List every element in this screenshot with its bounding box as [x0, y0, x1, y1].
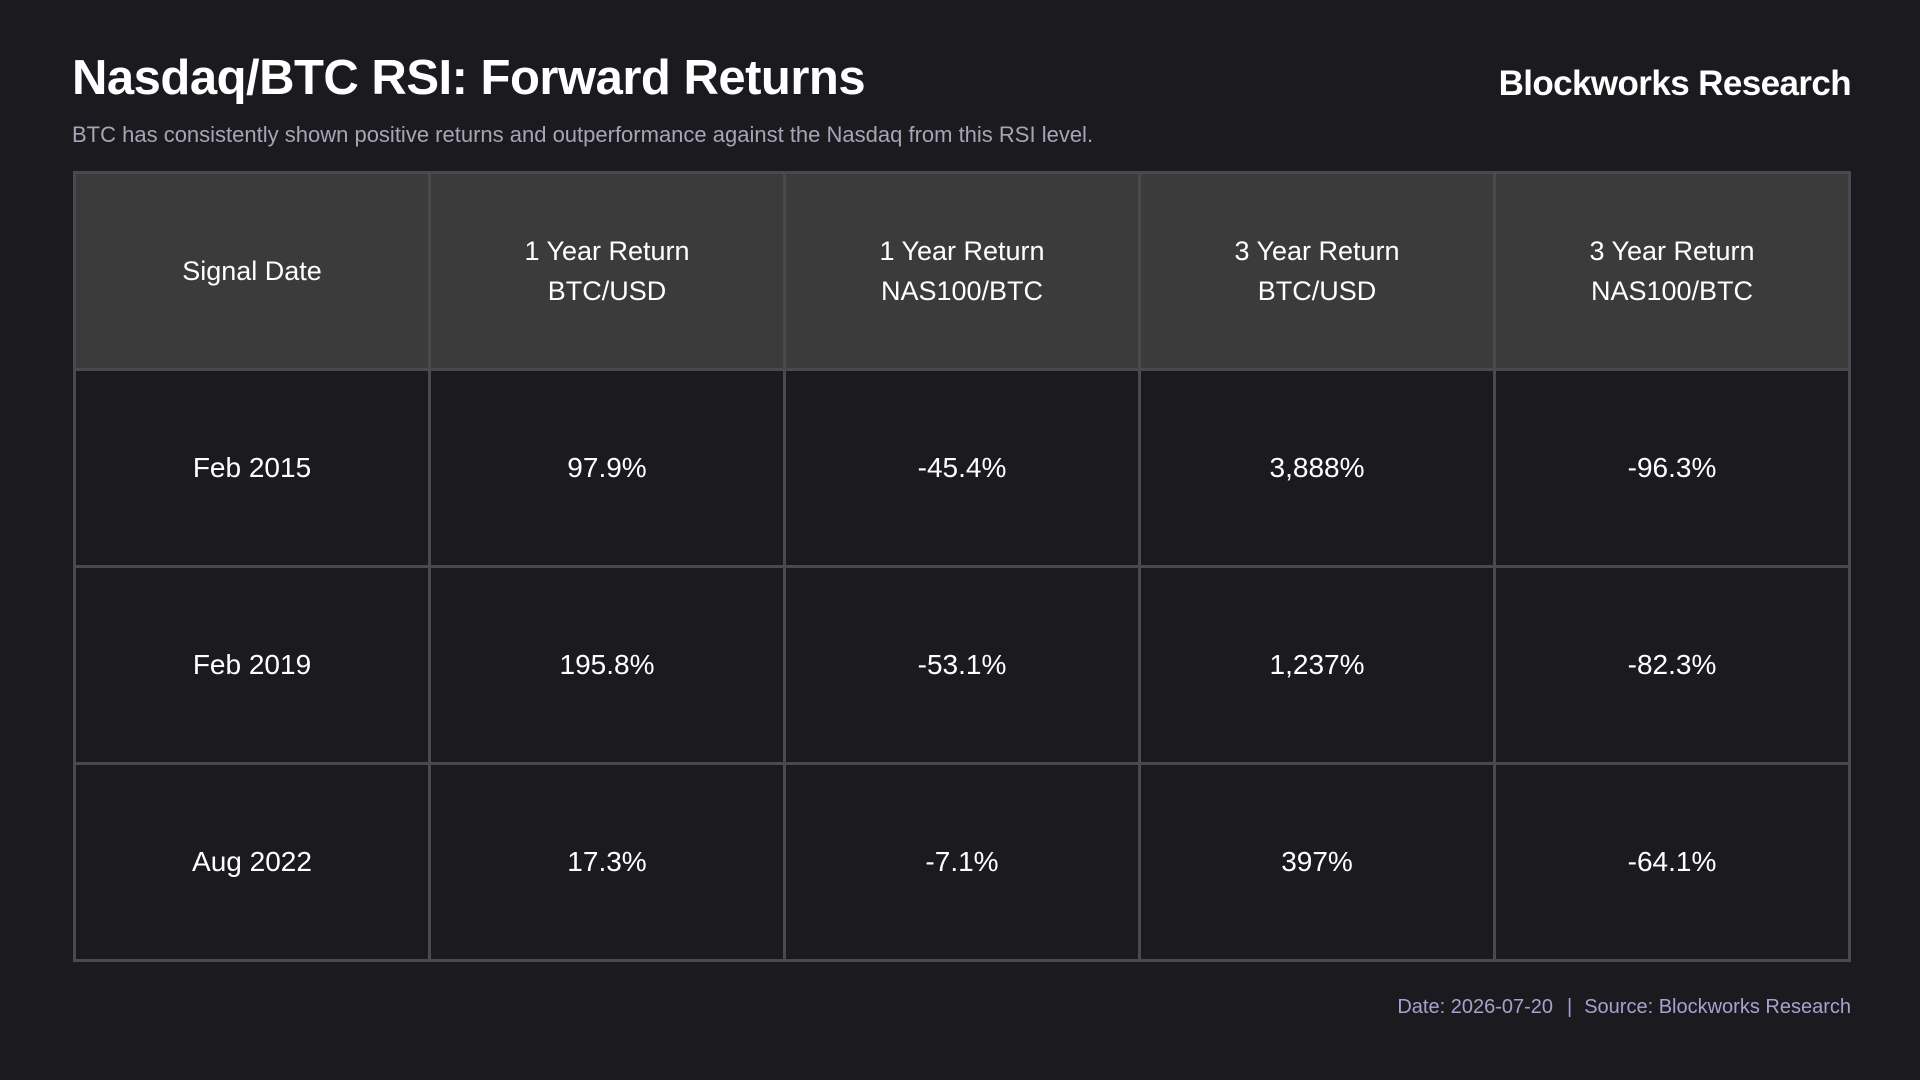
col-header-3y-btc-usd: 3 Year Return BTC/USD — [1138, 171, 1496, 371]
col-header-1y-nas-btc: 1 Year Return NAS100/BTC — [783, 171, 1141, 371]
col-header-line1: 3 Year Return — [1589, 236, 1755, 266]
returns-table: Signal Date 1 Year Return BTC/USD 1 Year… — [73, 171, 1851, 962]
table-cell: 3,888% — [1138, 368, 1496, 568]
col-header-line2: BTC/USD — [1257, 276, 1377, 306]
table-cell: -96.3% — [1493, 368, 1851, 568]
table-cell: -7.1% — [783, 762, 1141, 962]
col-header-line2: NAS100/BTC — [1590, 276, 1754, 306]
table-cell: 397% — [1138, 762, 1496, 962]
col-header-line1: 1 Year Return — [879, 236, 1045, 266]
col-header-1y-btc-usd: 1 Year Return BTC/USD — [428, 171, 786, 371]
col-header-line1: Signal Date — [182, 256, 322, 286]
footer-separator: | — [1567, 996, 1573, 1018]
table-cell: 17.3% — [428, 762, 786, 962]
footer-date: Date: 2026-07-20 — [1397, 996, 1554, 1018]
table-cell: -64.1% — [1493, 762, 1851, 962]
table-cell: Feb 2015 — [73, 368, 431, 568]
table-cell: Feb 2019 — [73, 565, 431, 765]
table-cell: -53.1% — [783, 565, 1141, 765]
col-header-line1: 3 Year Return — [1234, 236, 1400, 266]
page-subtitle: BTC has consistently shown positive retu… — [72, 122, 1094, 147]
table-row: Feb 2019 195.8% -53.1% 1,237% -82.3% — [73, 565, 1851, 765]
table-cell: -82.3% — [1493, 565, 1851, 765]
page-title: Nasdaq/BTC RSI: Forward Returns — [72, 51, 866, 105]
col-header-signal-date: Signal Date — [73, 171, 431, 371]
table-cell: 195.8% — [428, 565, 786, 765]
table-header-row: Signal Date 1 Year Return BTC/USD 1 Year… — [73, 171, 1851, 371]
table-cell: Aug 2022 — [73, 762, 431, 962]
table-row: Aug 2022 17.3% -7.1% 397% -64.1% — [73, 762, 1851, 962]
table-cell: 1,237% — [1138, 565, 1496, 765]
col-header-3y-nas-btc: 3 Year Return NAS100/BTC — [1493, 171, 1851, 371]
brand-logo-text: Blockworks Research — [1498, 64, 1852, 103]
col-header-line2: BTC/USD — [547, 276, 667, 306]
col-header-line1: 1 Year Return — [524, 236, 690, 266]
footer: Date: 2026-07-20 | Source: Blockworks Rese… — [1397, 997, 1851, 1017]
table-cell: -45.4% — [783, 368, 1141, 568]
col-header-line2: NAS100/BTC — [880, 276, 1044, 306]
footer-source: Source: Blockworks Research — [1584, 996, 1851, 1018]
table-cell: 97.9% — [428, 368, 786, 568]
table-row: Feb 2015 97.9% -45.4% 3,888% -96.3% — [73, 368, 1851, 568]
